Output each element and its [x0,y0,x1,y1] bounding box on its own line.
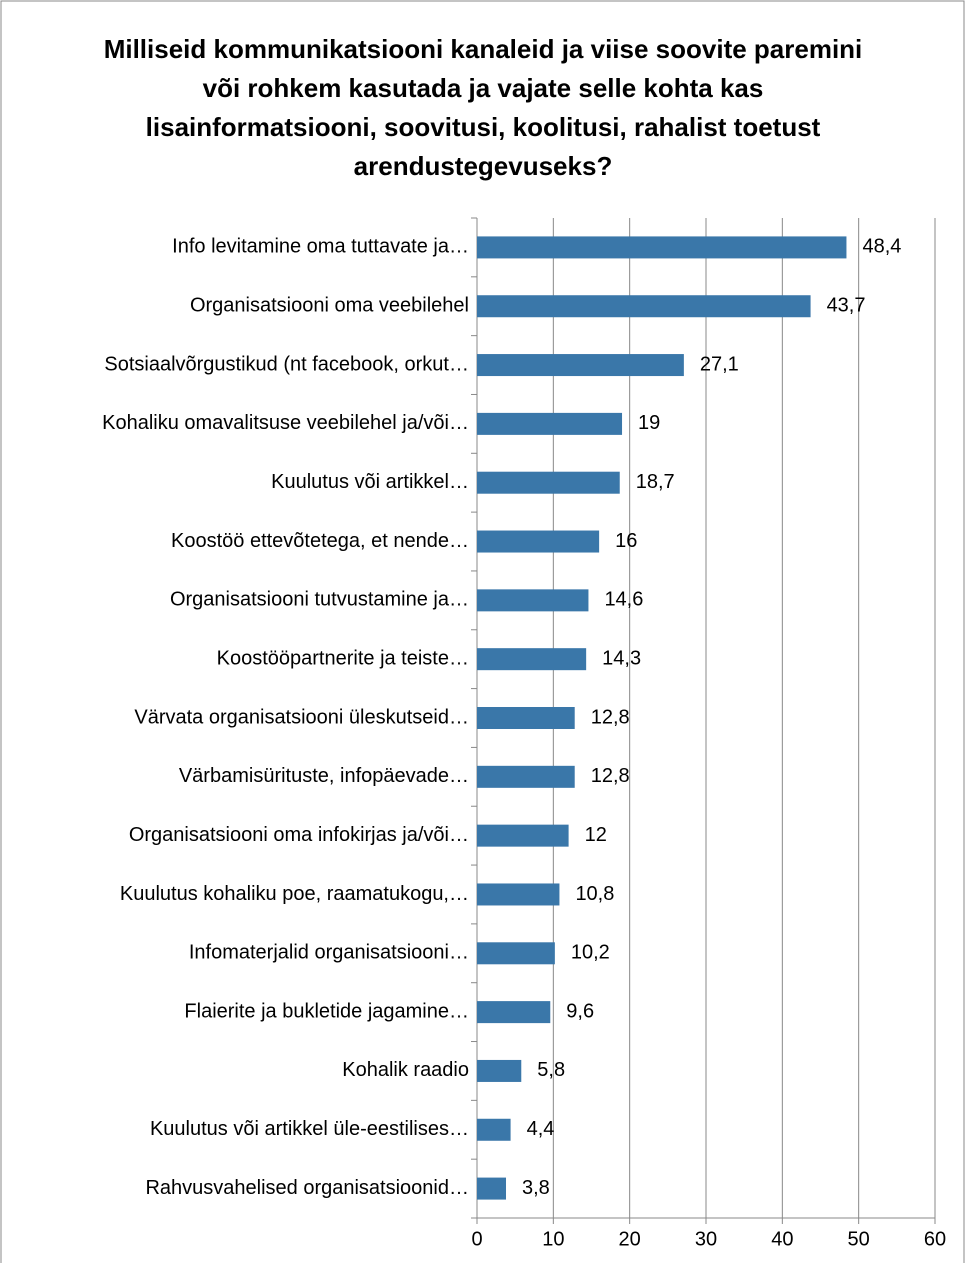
y-tick-label: Organisatsiooni oma veebilehel [190,295,469,317]
y-tick-label: Info levitamine oma tuttavate ja… [172,236,469,258]
data-label: 9,6 [566,1000,594,1022]
bar [477,530,600,553]
y-tick-label: Organisatsiooni oma infokirjas ja/või… [129,824,469,846]
data-label: 48,4 [862,236,901,258]
bar [477,471,620,494]
data-label: 12,8 [591,765,630,787]
y-tick-label: Kuulutus kohaliku poe, raamatukogu,… [120,883,469,905]
x-tick-label: 40 [771,1228,793,1250]
data-label: 5,8 [537,1059,565,1081]
data-label: 14,3 [602,647,641,669]
y-tick-label: Värbamisürituste, infopäevade… [179,765,469,787]
data-label: 10,8 [575,883,614,905]
y-tick-label: Flaierite ja bukletide jagamine… [184,1000,469,1022]
bar [477,295,811,318]
x-tick-label: 60 [924,1228,946,1250]
x-tick-label: 30 [695,1228,717,1250]
y-tick-label: Organisatsiooni tutvustamine ja… [170,589,469,611]
bar [477,1177,507,1200]
y-tick-label: Infomaterjalid organisatsiooni… [189,942,469,964]
data-label: 3,8 [522,1177,550,1199]
bar [477,648,587,671]
y-tick-label: Sotsiaalvõrgustikud (nt facebook, orkut… [104,353,469,375]
data-label: 10,2 [571,942,610,964]
data-label: 12,8 [591,706,630,728]
bar [477,236,847,259]
bar [477,589,589,612]
data-label: 19 [638,412,660,434]
data-label: 16 [615,530,637,552]
y-tick-label: Kohalik raadio [342,1059,469,1081]
x-tick-label: 10 [542,1228,564,1250]
y-tick-label: Kohaliku omavalitsuse veebilehel ja/või… [102,412,469,434]
y-tick-label: Koostöö ettevõtetega, et nende… [171,530,469,552]
bar [477,765,575,788]
y-tick-label: Kuulutus või artikkel… [271,471,469,493]
bar [477,412,623,435]
data-label: 18,7 [636,471,675,493]
x-tick-label: 0 [471,1228,482,1250]
y-tick-label: Koostööpartnerite ja teiste… [217,647,469,669]
chart-title: Milliseid kommunikatsiooni kanaleid ja v… [103,34,863,181]
x-tick-label: 20 [619,1228,641,1250]
y-tick-label: Rahvusvahelised organisatsioonid… [145,1177,469,1199]
bar [477,1118,511,1141]
bar [477,1001,551,1024]
bar [477,942,555,965]
y-tick-label: Värvata organisatsiooni üleskutseid… [134,706,469,728]
x-tick-label: 50 [848,1228,870,1250]
bar [477,1059,522,1082]
data-label: 4,4 [527,1118,555,1140]
y-tick-label: Kuulutus või artikkel üle-eestilises… [150,1118,469,1140]
data-label: 14,6 [604,589,643,611]
data-label: 12 [585,824,607,846]
bar [477,707,575,729]
data-label: 43,7 [827,295,866,317]
bar [477,354,684,377]
bar [477,824,569,847]
bar [477,883,560,906]
data-label: 27,1 [700,353,739,375]
